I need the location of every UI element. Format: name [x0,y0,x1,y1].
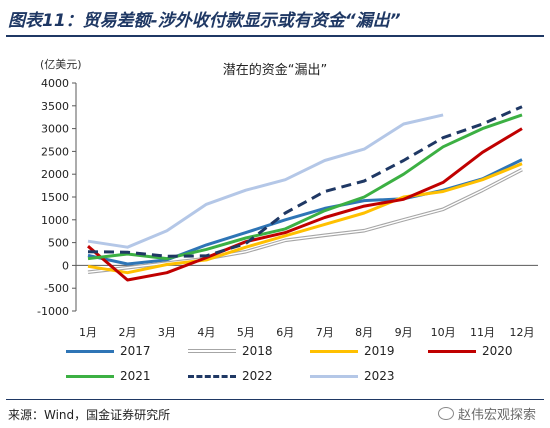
legend-swatch [310,374,358,378]
series-line-2021 [87,113,523,261]
y-tick-label: -500 [44,282,69,295]
y-axis-unit-label: (亿美元) [40,58,82,71]
legend-label: 2017 [120,344,151,358]
legend-swatch [66,374,114,378]
figure-title: 图表11：贸易差额-涉外收付款显示或有资金“漏出” [8,11,401,31]
x-tick-label: 1月 [79,326,97,339]
legend-swatch [188,349,236,353]
series-line-2019 [87,162,523,275]
y-tick-label: 4000 [41,77,69,90]
source-note: 来源：Wind，国金证券研究所 [8,408,171,422]
y-tick-label: 3500 [41,100,69,113]
series-line-2017 [87,158,523,266]
series-line-2022 [87,105,523,258]
x-tick-label: 2月 [118,326,136,339]
legend-item-2019: 2019 [310,344,395,358]
y-tick-label: 500 [48,237,69,250]
x-tick-label: 4月 [197,326,215,339]
legend-item-2020: 2020 [428,344,513,358]
legend-label: 2018 [242,344,273,358]
x-tick-label: 3月 [158,326,176,339]
legend-label: 2021 [120,369,151,383]
y-tick-label: 1000 [41,214,69,227]
legend-label: 2023 [364,369,395,383]
x-tick-label: 5月 [237,326,255,339]
y-tick-label: -1000 [37,305,69,318]
legend-item-2017: 2017 [66,344,151,358]
legend-label: 2019 [364,344,395,358]
legend-label: 2020 [482,344,513,358]
y-tick-label: 3000 [41,123,69,136]
x-tick-label: 6月 [276,326,294,339]
chart-legend: 2017 2018 2019 2020 2021 2022 2023 [66,344,536,394]
y-tick-label: 0 [62,259,69,272]
x-tick-label: 9月 [395,326,413,339]
x-tick-label: 12月 [510,326,535,339]
x-tick-label: 10月 [431,326,456,339]
y-tick-label: 2000 [41,168,69,181]
x-tick-label: 11月 [470,326,495,339]
y-tick-label: 1500 [41,191,69,204]
watermark-text: 赵伟宏观探索 [457,408,536,423]
legend-swatch [428,349,476,353]
legend-item-2022: 2022 [188,369,273,383]
x-tick-label: 7月 [316,326,334,339]
legend-swatch [188,374,236,378]
legend-swatch [310,349,358,353]
series-line-2020 [87,127,523,282]
legend-label: 2022 [242,369,273,383]
series-line-2023 [87,113,444,249]
wechat-icon [437,407,454,420]
legend-item-2023: 2023 [310,369,395,383]
watermark: 赵伟宏观探索 [437,404,536,423]
y-tick-label: 2500 [41,145,69,158]
title-divider [6,35,544,37]
legend-item-2018: 2018 [188,344,273,358]
legend-item-2021: 2021 [66,369,151,383]
footer-divider [6,399,544,400]
legend-swatch [66,349,114,353]
series-line-2018-inner [87,168,523,273]
chart-title: 潜在的资金“漏出” [222,63,328,78]
x-tick-label: 8月 [355,326,373,339]
